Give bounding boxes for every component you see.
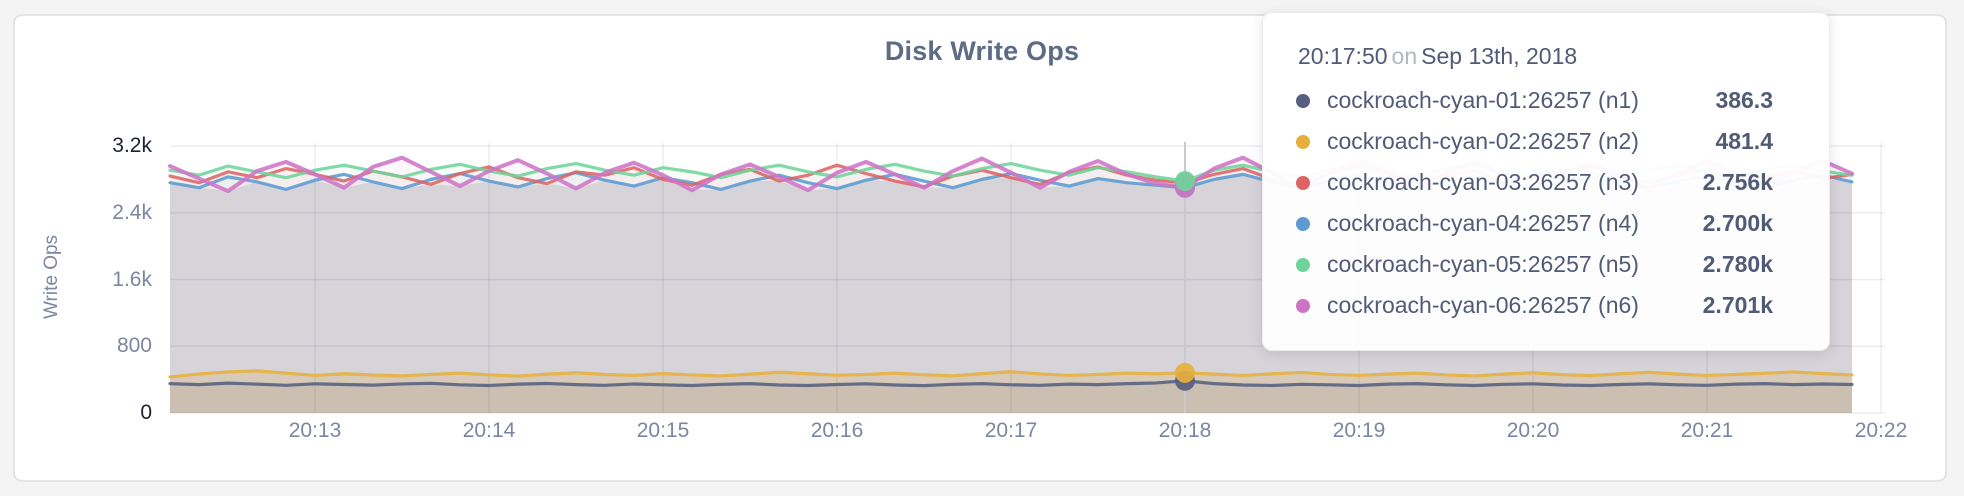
tooltip-series-value: 2.700k [1702,210,1773,236]
tooltip-series-value: 2.756k [1702,169,1773,195]
tooltip-date: Sep 13th, 2018 [1421,43,1578,69]
x-tick-label: 20:19 [1332,419,1386,442]
area-fill-n1 [170,380,1852,413]
y-tick-label: 2.4k [112,200,152,224]
tooltip-timestamp: 20:17:50 on Sep 13th, 2018 [1298,43,1773,70]
tooltip-series-name: cockroach-cyan-05:26257 (n5) [1327,251,1639,277]
tooltip-row: cockroach-cyan-02:26257 (n2) 481.4 [1296,121,1773,162]
x-tick-label: 20:16 [810,419,864,442]
hover-point-n2 [1175,362,1195,383]
tooltip-series-name: cockroach-cyan-02:26257 (n2) [1327,128,1639,154]
x-tick-label: 20:20 [1506,419,1560,442]
y-tick-label: 0 [140,401,152,424]
x-tick-label: 20:13 [288,419,342,442]
series-color-dot-icon [1296,257,1310,272]
tooltip-series-name: cockroach-cyan-01:26257 (n1) [1327,87,1639,113]
y-tick-label: 3.2k [112,134,152,157]
tooltip-series-name: cockroach-cyan-03:26257 (n3) [1327,169,1639,195]
tooltip-series-value: 2.780k [1702,251,1773,277]
x-tick-label: 20:17 [984,419,1038,442]
tooltip-series-value: 481.4 [1715,128,1773,154]
x-tick-label: 20:15 [636,419,690,442]
chart-tooltip: 20:17:50 on Sep 13th, 2018 cockroach-cyan-… [1262,12,1830,351]
x-tick-label: 20:21 [1680,419,1734,442]
area-fill-n2 [170,370,1852,413]
series-color-dot-icon [1296,216,1310,231]
x-tick-label: 20:22 [1854,419,1908,442]
tooltip-series-name: cockroach-cyan-06:26257 (n6) [1327,292,1639,318]
series-line-n1 [168,379,1854,388]
tooltip-conjunction: on [1391,43,1418,69]
tooltip-row: cockroach-cyan-04:26257 (n4) 2.700k [1296,203,1773,244]
chart-title: Disk Write Ops [884,36,1080,66]
hover-point-n5 [1175,171,1195,192]
series-color-dot-icon [1296,298,1310,313]
tooltip-series-value: 2.701k [1702,292,1773,318]
tooltip-series-value: 386.3 [1715,87,1773,113]
tooltip-row: cockroach-cyan-01:26257 (n1) 386.3 [1296,80,1773,121]
tooltip-series-name: cockroach-cyan-04:26257 (n4) [1327,210,1639,236]
tooltip-rows: cockroach-cyan-01:26257 (n1) 386.3 cockroa… [1296,80,1773,326]
tooltip-row: cockroach-cyan-03:26257 (n3) 2.756k [1296,162,1773,203]
series-color-dot-icon [1296,93,1310,108]
tooltip-time: 20:17:50 [1298,43,1388,69]
series-color-dot-icon [1296,175,1310,190]
x-tick-label: 20:14 [462,419,516,442]
series-line-n2 [168,369,1854,379]
tooltip-row: cockroach-cyan-05:26257 (n5) 2.780k [1296,244,1773,285]
tooltip-row: cockroach-cyan-06:26257 (n6) 2.701k [1296,285,1773,326]
y-tick-label: 800 [116,334,152,358]
x-tick-label: 20:18 [1158,419,1212,442]
series-color-dot-icon [1296,134,1310,149]
y-tick-label: 1.6k [112,267,152,291]
